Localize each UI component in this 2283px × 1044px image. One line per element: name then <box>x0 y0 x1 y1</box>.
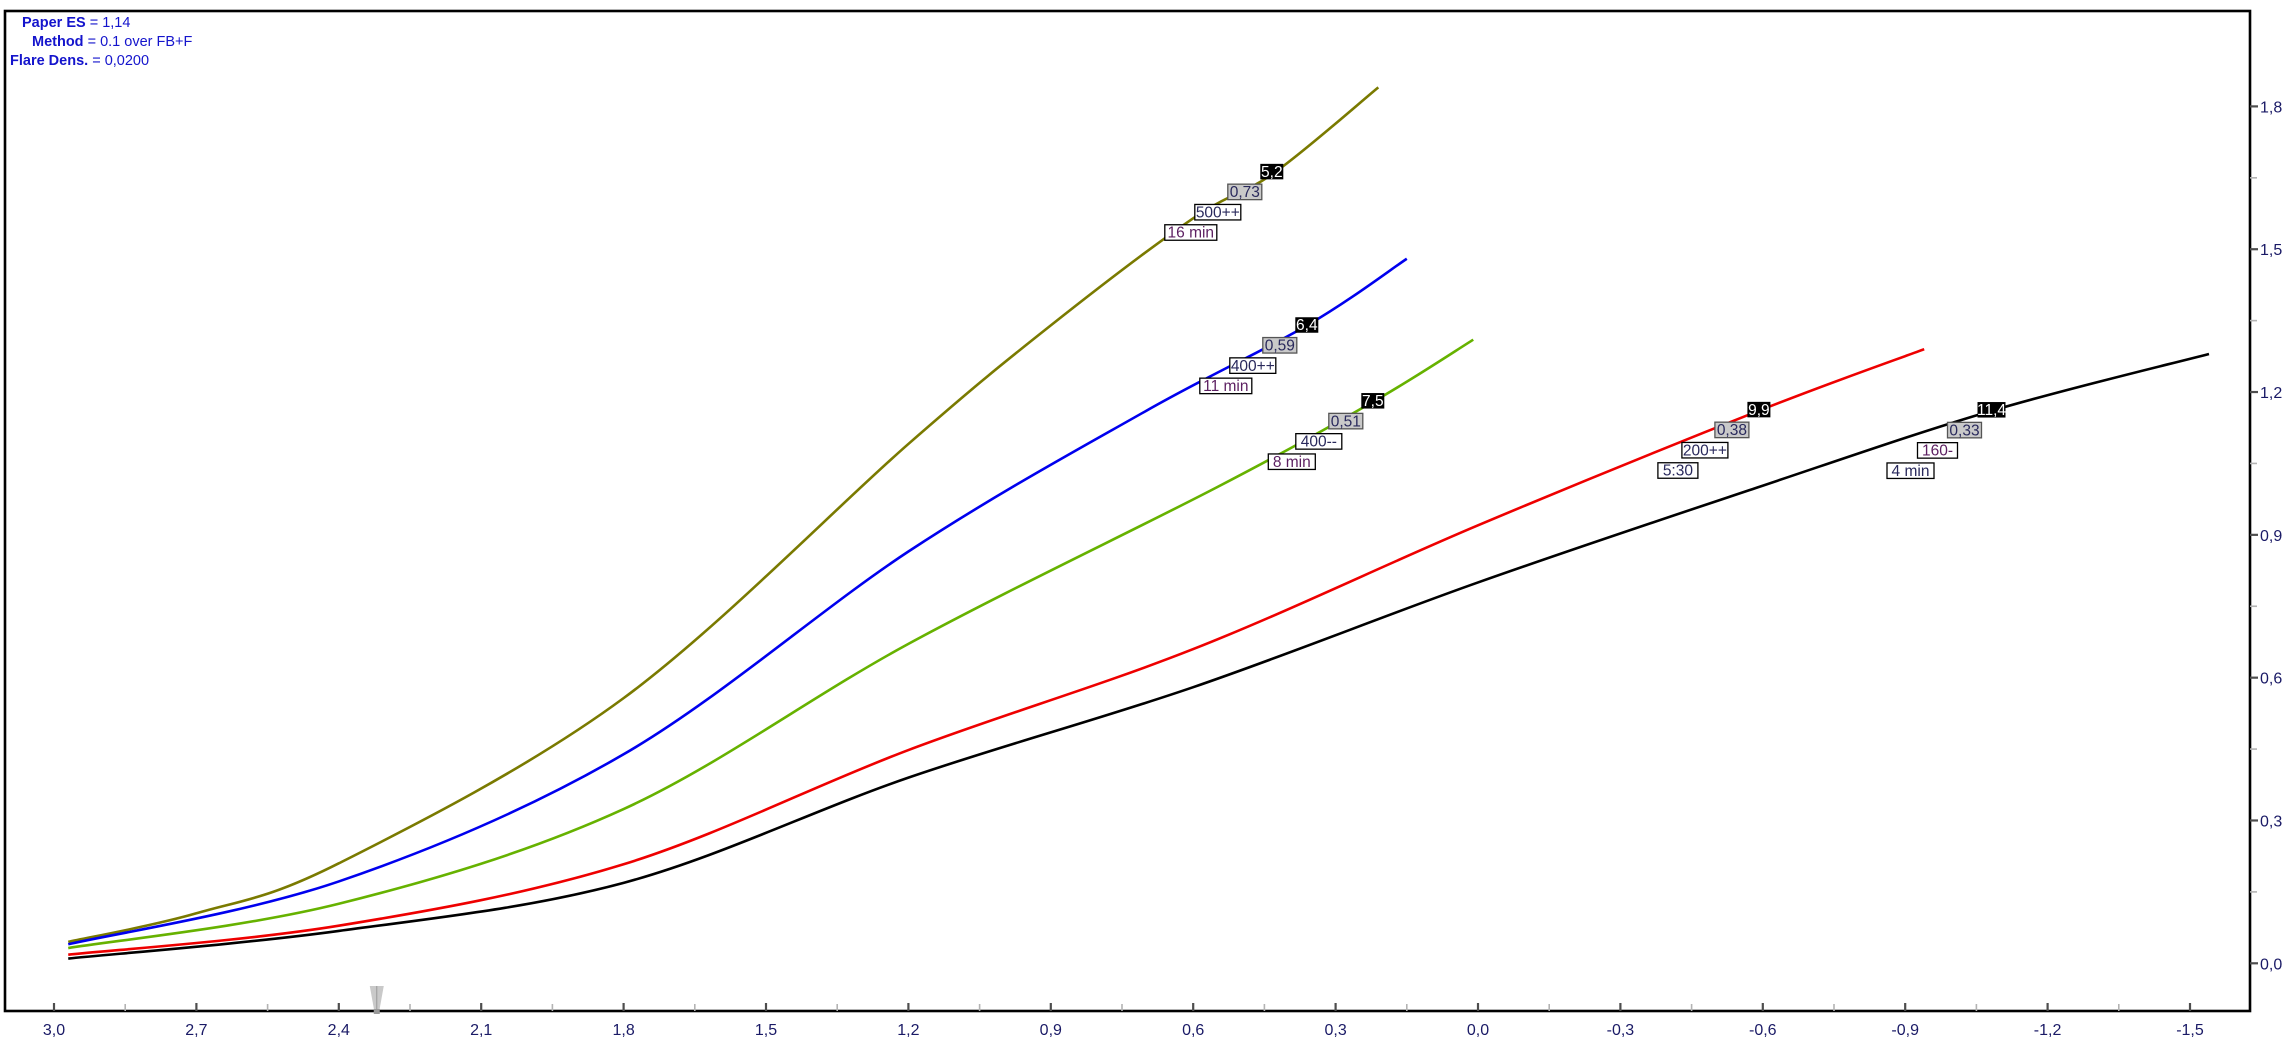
svg-text:0,0: 0,0 <box>1467 1022 1489 1039</box>
svg-text:200++: 200++ <box>1683 442 1727 459</box>
svg-text:0,59: 0,59 <box>1265 338 1295 355</box>
svg-text:16 min: 16 min <box>1168 225 1215 242</box>
svg-text:160-: 160- <box>1922 443 1953 460</box>
svg-text:5,2: 5,2 <box>1261 164 1283 181</box>
svg-text:11,4: 11,4 <box>1977 402 2006 419</box>
svg-text:0,9: 0,9 <box>1040 1022 1062 1039</box>
svg-text:0,9: 0,9 <box>2260 528 2282 545</box>
svg-text:1,5: 1,5 <box>755 1022 777 1039</box>
svg-text:1,2: 1,2 <box>2260 385 2282 402</box>
svg-text:-0,3: -0,3 <box>1607 1022 1635 1039</box>
svg-text:0,73: 0,73 <box>1230 184 1260 201</box>
svg-text:2,7: 2,7 <box>185 1022 207 1039</box>
svg-text:0,0: 0,0 <box>2260 956 2282 973</box>
svg-text:-0,9: -0,9 <box>1891 1022 1919 1039</box>
svg-text:2,1: 2,1 <box>470 1022 492 1039</box>
svg-text:1,8: 1,8 <box>612 1022 634 1039</box>
svg-text:7,5: 7,5 <box>1362 393 1384 410</box>
svg-text:11 min: 11 min <box>1203 378 1248 395</box>
svg-text:2,4: 2,4 <box>328 1022 350 1039</box>
svg-text:Flare Dens. = 0,0200: Flare Dens. = 0,0200 <box>10 53 149 69</box>
svg-text:0,6: 0,6 <box>2260 671 2282 688</box>
svg-text:500++: 500++ <box>1196 204 1240 221</box>
svg-text:-1,5: -1,5 <box>2176 1022 2204 1039</box>
svg-text:9,9: 9,9 <box>1748 402 1770 419</box>
svg-text:0,3: 0,3 <box>1324 1022 1346 1039</box>
svg-text:Paper ES = 1,14: Paper ES = 1,14 <box>22 15 130 31</box>
svg-text:0,6: 0,6 <box>1182 1022 1204 1039</box>
svg-text:1,8: 1,8 <box>2260 99 2282 116</box>
svg-text:0,38: 0,38 <box>1717 422 1747 439</box>
svg-text:5:30: 5:30 <box>1663 463 1694 480</box>
svg-text:1,2: 1,2 <box>897 1022 919 1039</box>
svg-text:-0,6: -0,6 <box>1749 1022 1777 1039</box>
svg-text:0,3: 0,3 <box>2260 813 2282 830</box>
svg-text:-1,2: -1,2 <box>2034 1022 2062 1039</box>
svg-text:0,33: 0,33 <box>1949 422 1979 439</box>
svg-text:400++: 400++ <box>1231 358 1275 375</box>
svg-text:4 min: 4 min <box>1892 463 1930 480</box>
svg-text:400--: 400-- <box>1301 434 1337 451</box>
svg-text:1,5: 1,5 <box>2260 242 2282 259</box>
svg-text:Method = 0.1 over FB+F: Method = 0.1 over FB+F <box>32 34 192 50</box>
svg-text:6,4: 6,4 <box>1296 317 1318 334</box>
svg-text:8 min: 8 min <box>1273 454 1311 471</box>
svg-text:3,0: 3,0 <box>43 1022 65 1039</box>
svg-text:0,51: 0,51 <box>1331 413 1361 430</box>
